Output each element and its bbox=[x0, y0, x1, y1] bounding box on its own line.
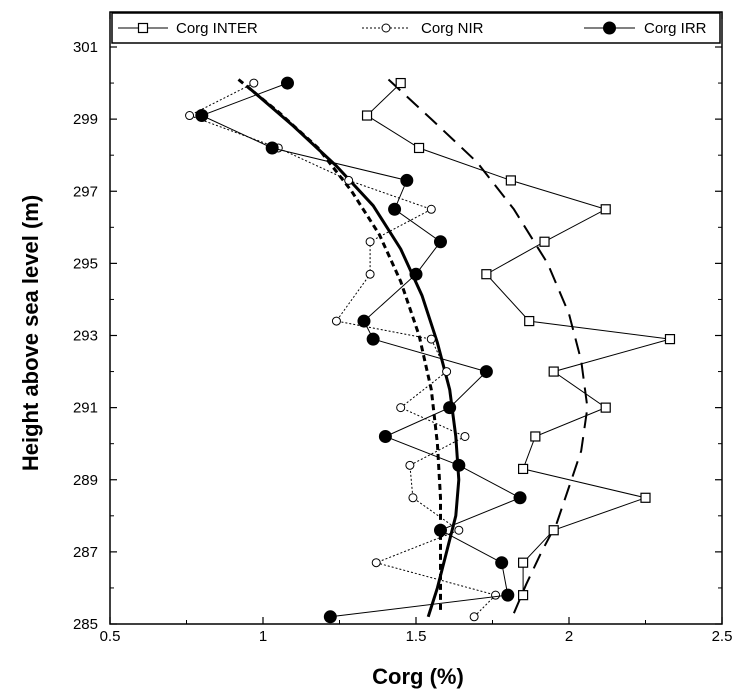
data-point bbox=[539, 236, 550, 247]
data-point bbox=[249, 78, 259, 88]
data-point bbox=[505, 175, 516, 186]
data-point bbox=[433, 235, 447, 249]
y-tick-label: 285 bbox=[73, 616, 98, 633]
data-point bbox=[491, 590, 501, 600]
series-filled-circle bbox=[195, 76, 527, 624]
data-point bbox=[323, 610, 337, 624]
data-point bbox=[185, 111, 195, 121]
series-open-circle bbox=[185, 78, 501, 622]
x-tick-label: 0.5 bbox=[100, 628, 121, 645]
data-point bbox=[396, 403, 406, 413]
data-point bbox=[400, 173, 414, 187]
data-point bbox=[548, 366, 559, 377]
data-point bbox=[433, 523, 447, 537]
data-point bbox=[365, 237, 375, 247]
data-point bbox=[452, 458, 466, 472]
data-point bbox=[378, 429, 392, 443]
data-point bbox=[481, 269, 492, 280]
data-point bbox=[405, 460, 415, 470]
data-point bbox=[501, 588, 515, 602]
data-point bbox=[366, 332, 380, 346]
data-point bbox=[495, 556, 509, 570]
data-point bbox=[460, 431, 470, 441]
data-point bbox=[530, 431, 541, 442]
data-point bbox=[640, 492, 651, 503]
data-point bbox=[442, 367, 452, 377]
series-line bbox=[200, 82, 522, 618]
data-point bbox=[408, 493, 418, 503]
data-point bbox=[664, 334, 676, 345]
data-point bbox=[426, 334, 436, 344]
data-point bbox=[357, 314, 371, 328]
series-line bbox=[366, 82, 671, 596]
data-point bbox=[479, 365, 493, 379]
y-axis-title: Height above sea level (m) bbox=[18, 195, 43, 471]
data-point bbox=[513, 491, 527, 505]
y-tick-label: 299 bbox=[73, 111, 98, 128]
data-point bbox=[469, 612, 479, 622]
series-line bbox=[188, 82, 497, 618]
data-point bbox=[265, 141, 279, 155]
x-tick-label: 2.5 bbox=[712, 628, 733, 645]
ticks-layer: 0.5 1 1.5 2 2.5 285 287 289 291 293 295 297 299 301 bbox=[73, 12, 732, 645]
y-tick-label: 291 bbox=[73, 400, 98, 417]
legend-marker bbox=[603, 21, 616, 35]
legend-marker bbox=[137, 22, 149, 34]
data-point bbox=[361, 110, 373, 121]
legend-marker bbox=[381, 23, 391, 33]
data-point bbox=[413, 142, 425, 154]
y-tick-label: 289 bbox=[73, 472, 98, 489]
data-point bbox=[344, 175, 354, 185]
data-point bbox=[195, 109, 209, 123]
series-layer bbox=[185, 76, 676, 624]
legend-label: Corg INTER bbox=[176, 20, 258, 37]
data-point bbox=[524, 315, 535, 327]
y-tick-label: 287 bbox=[73, 544, 98, 561]
data-point bbox=[454, 525, 464, 535]
y-tick-label: 295 bbox=[73, 255, 98, 272]
data-point bbox=[365, 269, 375, 279]
x-tick-label: 2 bbox=[565, 628, 573, 645]
data-point bbox=[388, 202, 402, 216]
legend: Corg INTER Corg NIR Corg IRR bbox=[111, 12, 721, 44]
x-axis-title: Corg (%) bbox=[372, 664, 464, 689]
y-tick-label: 301 bbox=[73, 39, 98, 56]
data-point bbox=[517, 590, 529, 601]
data-point bbox=[371, 558, 381, 568]
data-point bbox=[548, 525, 559, 536]
data-point bbox=[331, 316, 341, 326]
trend-line-short-dash bbox=[237, 78, 442, 614]
data-point bbox=[517, 557, 529, 568]
data-point bbox=[443, 401, 457, 415]
data-point bbox=[426, 204, 436, 214]
y-tick-label: 293 bbox=[73, 328, 98, 345]
x-tick-label: 1.5 bbox=[406, 628, 427, 645]
x-tick-label: 1 bbox=[259, 628, 267, 645]
series-open-square bbox=[361, 77, 676, 601]
data-point bbox=[395, 77, 406, 89]
data-point bbox=[517, 463, 529, 475]
legend-label: Corg IRR bbox=[644, 20, 707, 37]
trend-lines-layer bbox=[237, 78, 589, 618]
data-point bbox=[600, 204, 611, 215]
y-tick-label: 297 bbox=[73, 183, 98, 200]
data-point bbox=[409, 267, 423, 281]
data-point bbox=[280, 76, 294, 90]
data-point bbox=[600, 402, 611, 413]
legend-label: Corg NIR bbox=[421, 20, 484, 37]
trend-line-solid bbox=[246, 85, 461, 618]
